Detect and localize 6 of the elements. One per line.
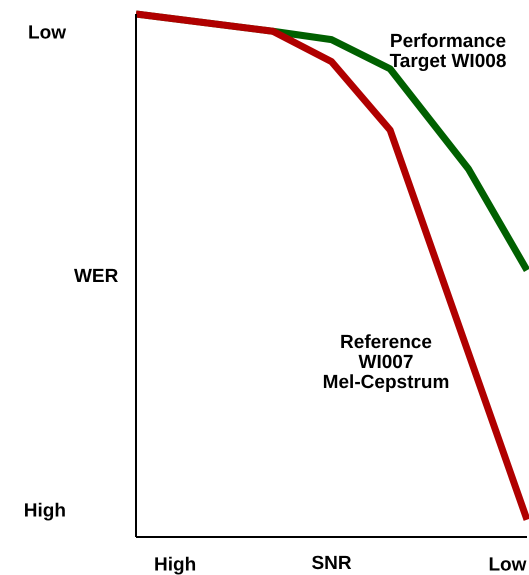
text: Low <box>28 22 66 44</box>
series-label: Reference WI007 Mel-Cepstrum <box>322 332 450 393</box>
series-label: Performance Target WI008 <box>390 31 506 72</box>
x-axis-title: SNR <box>311 553 352 574</box>
y-axis-title: WER <box>74 266 119 288</box>
text: High <box>24 500 66 522</box>
